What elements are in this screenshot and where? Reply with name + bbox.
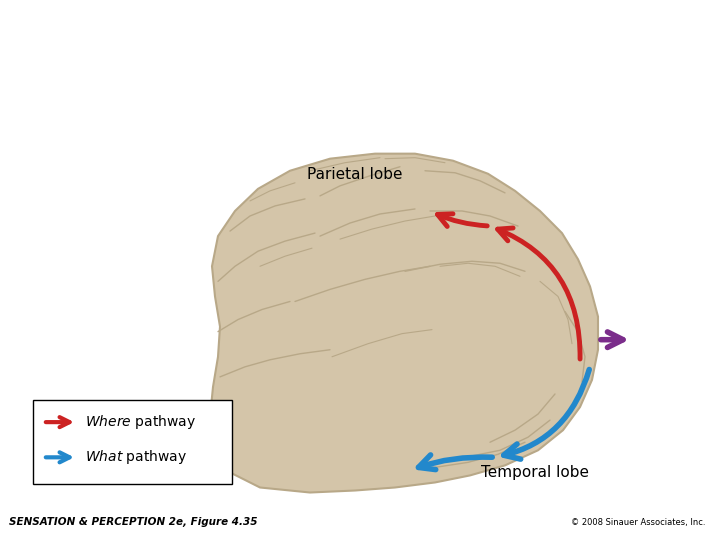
Text: $\it{Where}$ pathway: $\it{Where}$ pathway bbox=[85, 413, 196, 431]
Text: SENSATION & PERCEPTION 2e, Figure 4.35: SENSATION & PERCEPTION 2e, Figure 4.35 bbox=[9, 517, 257, 527]
Text: broad streams of processing: broad streams of processing bbox=[9, 51, 311, 70]
Text: Parietal lobe: Parietal lobe bbox=[307, 167, 402, 182]
FancyBboxPatch shape bbox=[33, 400, 232, 484]
PathPatch shape bbox=[210, 154, 598, 492]
Text: Figure 4.35  Visual cortical processing can be divided into two: Figure 4.35 Visual cortical processing c… bbox=[9, 19, 669, 39]
Text: $\it{What}$ pathway: $\it{What}$ pathway bbox=[85, 448, 187, 467]
Text: Temporal lobe: Temporal lobe bbox=[481, 465, 589, 481]
Text: © 2008 Sinauer Associates, Inc.: © 2008 Sinauer Associates, Inc. bbox=[571, 518, 706, 526]
